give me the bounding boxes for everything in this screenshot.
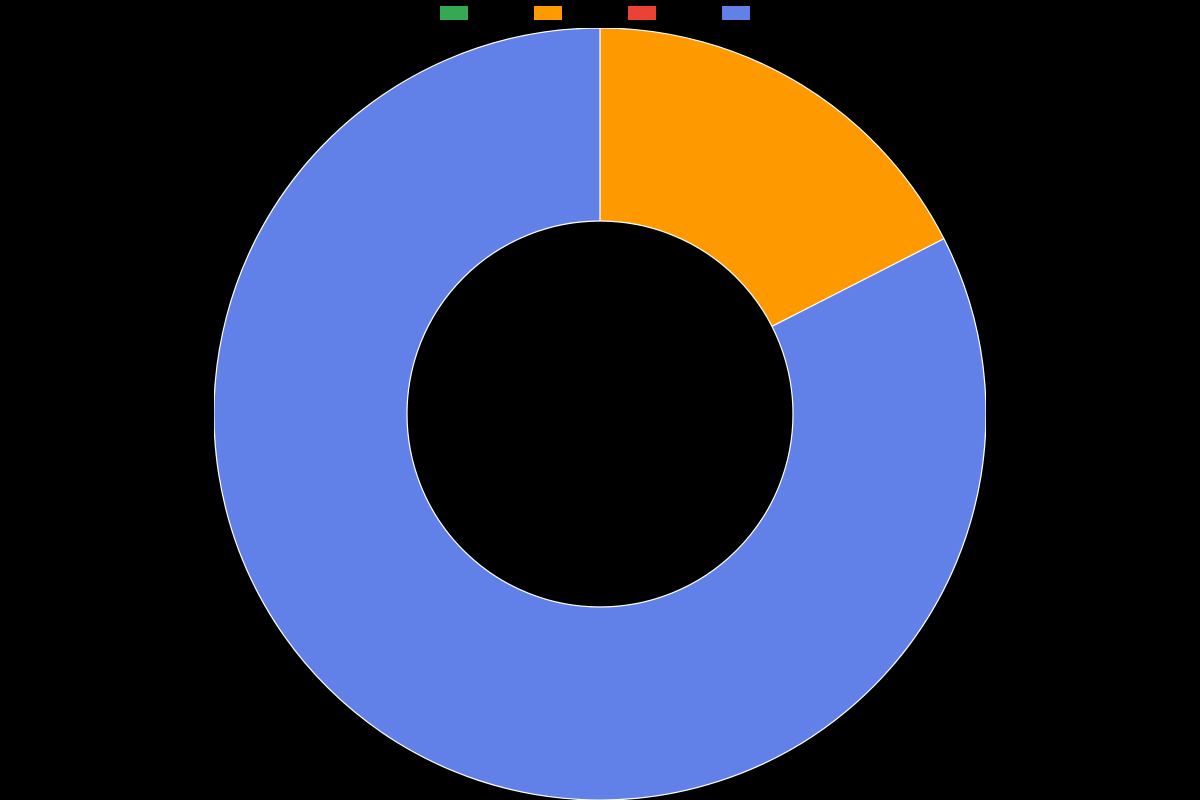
legend-swatch bbox=[722, 6, 750, 20]
legend-item bbox=[628, 6, 666, 20]
legend-swatch bbox=[440, 6, 468, 20]
legend-item bbox=[440, 6, 478, 20]
legend-swatch bbox=[534, 6, 562, 20]
legend bbox=[0, 6, 1200, 20]
donut-svg bbox=[214, 28, 986, 800]
donut-hole bbox=[407, 221, 793, 607]
legend-item bbox=[534, 6, 572, 20]
legend-swatch bbox=[628, 6, 656, 20]
chart-stage bbox=[0, 0, 1200, 800]
legend-item bbox=[722, 6, 760, 20]
donut-chart bbox=[0, 28, 1200, 800]
